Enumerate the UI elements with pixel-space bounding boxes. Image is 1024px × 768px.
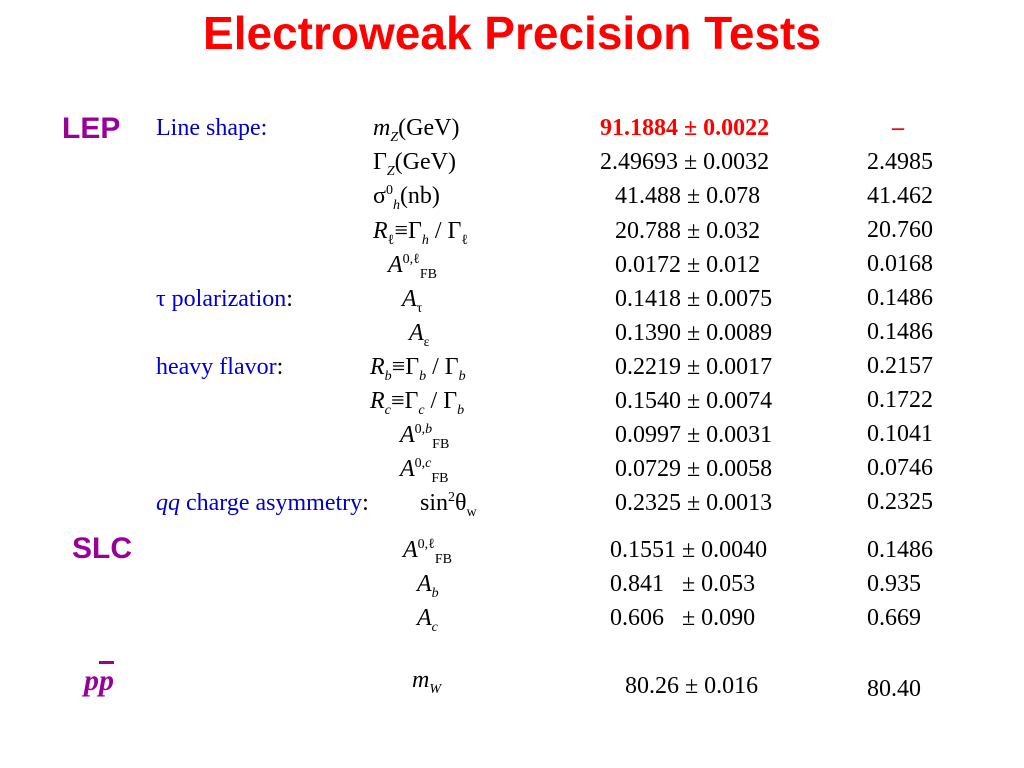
observable-mw: mW [412,667,442,697]
fit-value: 0.2325 [867,489,933,515]
observable-a-eps: Aε [409,320,430,350]
observable-slc-ac: Ac [417,605,438,635]
fit-value: 0.0746 [867,455,933,481]
measured-value: 0.841 ± 0.053 [610,571,756,597]
observable-gamma-z: ΓZ(GeV) [373,149,456,179]
measured-value: 0.606 ± 0.090 [610,605,756,631]
measured-value: 0.1540 ± 0.0074 [615,388,773,414]
section-label-ppbar: pp [84,664,114,697]
fit-value: 0.1041 [867,421,933,447]
group-line-shape: Line shape: [156,115,268,141]
measured-value: 41.488 ± 0.078 [615,183,761,209]
measured-value: 91.1884 ± 0.0022 [600,115,770,141]
measured-value: 0.1551 ± 0.0040 [610,537,768,563]
observable-slc-ab: Ab [417,571,439,601]
observable-rc: Rc≡Γc / Γb [370,388,465,418]
fit-value: 20.760 [867,217,933,243]
fit-value: 0.1486 [867,319,933,345]
measured-value: 0.1390 ± 0.0089 [615,320,773,346]
observable-sin2theta: sin2θw [420,490,477,520]
observable-slc-afb-lepton: A0,ℓFB [403,537,453,567]
fit-value: 0.1486 [867,537,933,563]
group-qq-charge-asymmetry: qq charge asymmetry: [156,490,369,516]
observable-afb-lepton: A0,ℓFB [388,252,438,282]
observable-sigma-h: σ0h(nb) [373,183,440,213]
observable-a-tau: Aτ [402,286,423,316]
group-heavy-flavor: heavy flavor: [156,354,284,380]
section-label-slc: SLC [72,532,132,565]
fit-value: 80.40 [867,676,921,702]
section-label-lep: LEP [62,112,121,145]
measured-value: 0.1418 ± 0.0075 [615,286,773,312]
fit-value: 2.4985 [867,149,933,175]
observable-r-lepton: Rℓ≡Γh / Γℓ [373,218,469,248]
group-tau-polarization: τ polarization: [156,286,293,312]
observable-afb-b: A0,bFB [400,422,450,452]
observable-rb: Rb≡Γb / Γb [370,354,466,384]
fit-value: 0.935 [867,571,921,597]
measured-value: 0.2219 ± 0.0017 [615,354,773,380]
fit-value: 0.669 [867,605,921,631]
observable-afb-c: A0,cFB [400,456,449,486]
measured-value: 2.49693 ± 0.0032 [600,149,770,175]
observable-mz: mZ(GeV) [373,115,460,145]
fit-value: 0.2157 [867,353,933,379]
fit-value: – [892,115,904,141]
measured-value: 0.0997 ± 0.0031 [615,422,773,448]
fit-value: 41.462 [867,183,933,209]
measured-value: 80.26 ± 0.016 [625,673,759,699]
fit-value: 0.0168 [867,251,933,277]
measured-value: 0.0172 ± 0.012 [615,252,761,278]
measured-value: 0.0729 ± 0.0058 [615,456,773,482]
fit-value: 0.1486 [867,285,933,311]
page-title: Electroweak Precision Tests [203,7,821,59]
measured-value: 20.788 ± 0.032 [615,218,761,244]
measured-value: 0.2325 ± 0.0013 [615,490,773,516]
fit-value: 0.1722 [867,387,933,413]
